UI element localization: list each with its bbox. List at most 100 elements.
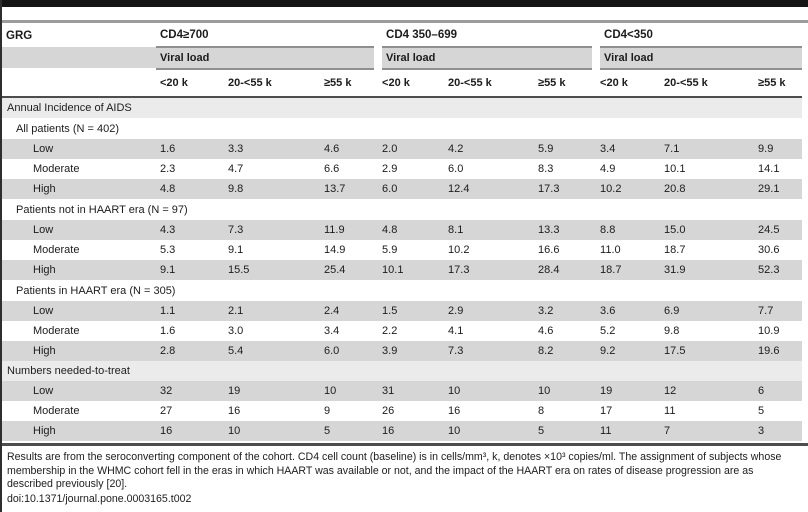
table-cell: 10 [320, 381, 379, 401]
table-row: Low 1.6 3.3 4.6 2.0 4.2 5.9 3.4 7.1 9.9 [2, 139, 803, 159]
viral-load-header-3: Viral load [592, 47, 803, 70]
table-cell: 16 [378, 421, 445, 441]
table-cell: 32 [156, 381, 224, 401]
table-cell: 6.0 [444, 159, 535, 179]
table-row: Moderate 2.3 4.7 6.6 2.9 6.0 8.3 4.9 10.1 14.1 [2, 159, 803, 179]
column-header: ≥55 k [320, 69, 379, 98]
table-cell: 3.2 [534, 301, 597, 321]
table-cell: 1.5 [378, 301, 445, 321]
table-cell: 6.6 [320, 159, 379, 179]
table-cell: 7.1 [660, 139, 755, 159]
table-cell: 17.3 [444, 260, 535, 280]
table-row: High 4.8 9.8 13.7 6.0 12.4 17.3 10.2 20.8 29.1 [2, 179, 803, 199]
table-cell: 4.7 [224, 159, 320, 179]
row-label: High [2, 421, 156, 441]
table-cell: 27 [156, 401, 224, 421]
table-cell: 31.9 [660, 260, 755, 280]
subsection-header-row: All patients (N = 402) [2, 118, 803, 139]
top-spacer [2, 7, 808, 20]
table-cell: 11 [596, 421, 661, 441]
table-cell: 10 [224, 421, 320, 441]
table-cell: 3.6 [596, 301, 661, 321]
viral-load-header-2: Viral load [374, 47, 597, 70]
row-label: High [2, 260, 156, 280]
table-cell: 3.4 [320, 321, 379, 341]
table-bottom-rule [2, 443, 808, 446]
row-label: Low [2, 139, 156, 159]
table-cell: 8.3 [534, 159, 597, 179]
subsection-title: All patients (N = 402) [2, 118, 803, 139]
table-cell: 20.8 [660, 179, 755, 199]
results-table: GRG CD4≥700 CD4 350–699 CD4<350 Viral lo… [2, 23, 803, 441]
table-cell: 9 [320, 401, 379, 421]
table-cell: 10 [444, 421, 535, 441]
table-cell: 7.3 [224, 220, 320, 240]
table-cell: 12.4 [444, 179, 535, 199]
table-cell: 2.1 [224, 301, 320, 321]
table-cell: 4.6 [534, 321, 597, 341]
table-cell: 30.6 [754, 240, 803, 260]
table-cell: 52.3 [754, 260, 803, 280]
column-header: 20-<55 k [444, 69, 535, 98]
table-footnote: Results are from the seroconverting comp… [2, 446, 808, 506]
table-cell: 6.9 [660, 301, 755, 321]
table-cell: 4.9 [596, 159, 661, 179]
subsection-header-row: Patients in HAART era (N = 305) [2, 280, 803, 301]
header-top-rule [2, 20, 808, 23]
row-label: Low [2, 301, 156, 321]
table-cell: 24.5 [754, 220, 803, 240]
section-title: Numbers needed-to-treat [2, 361, 803, 381]
table-cell: 4.1 [444, 321, 535, 341]
table-cell: 3 [754, 421, 803, 441]
group-header-cd4-350-699: CD4 350–699 [374, 23, 597, 48]
table-cell: 4.3 [156, 220, 224, 240]
table-top-rule [2, 0, 808, 7]
column-header: 20-<55 k [224, 69, 320, 98]
table-cell: 5 [320, 421, 379, 441]
table-cell: 9.8 [660, 321, 755, 341]
column-header: <20 k [378, 69, 445, 98]
table-cell: 4.8 [378, 220, 445, 240]
table-row: High 16 10 5 16 10 5 11 7 3 [2, 421, 803, 441]
table-cell: 16.6 [534, 240, 597, 260]
table-cell: 5 [754, 401, 803, 421]
table-cell: 10 [534, 381, 597, 401]
table-cell: 16 [224, 401, 320, 421]
table-cell: 15.0 [660, 220, 755, 240]
footnote-text: Results are from the seroconverting comp… [7, 451, 782, 491]
table-cell: 9.1 [224, 240, 320, 260]
viral-load-header-1: Viral load [156, 47, 379, 70]
table-cell: 10.2 [444, 240, 535, 260]
table-cell: 13.7 [320, 179, 379, 199]
table-cell: 5.2 [596, 321, 661, 341]
column-header: <20 k [596, 69, 661, 98]
table-left-border [0, 0, 2, 512]
column-header: <20 k [156, 69, 224, 98]
column-header: ≥55 k [534, 69, 597, 98]
table-cell: 8.8 [596, 220, 661, 240]
table-row: High 9.1 15.5 25.4 10.1 17.3 28.4 18.7 31.9 52.3 [2, 260, 803, 280]
row-label: Low [2, 381, 156, 401]
row-label: Moderate [2, 401, 156, 421]
table-cell: 19.6 [754, 341, 803, 361]
table-cell: 2.0 [378, 139, 445, 159]
table-cell: 28.4 [534, 260, 597, 280]
section-header-row: Numbers needed-to-treat [2, 361, 803, 381]
group-header-cd4-700: CD4≥700 [156, 23, 379, 48]
table-cell: 7.3 [444, 341, 535, 361]
table-cell: 16 [444, 401, 535, 421]
group-header-cd4-lt-350: CD4<350 [592, 23, 803, 48]
table-cell: 7.7 [754, 301, 803, 321]
table-cell: 10.2 [596, 179, 661, 199]
table-cell: 4.6 [320, 139, 379, 159]
subsection-title: Patients not in HAART era (N = 97) [2, 199, 803, 220]
table-cell: 10.1 [378, 260, 445, 280]
table-row: Moderate 1.6 3.0 3.4 2.2 4.1 4.6 5.2 9.8 10.9 [2, 321, 803, 341]
subsection-title: Patients in HAART era (N = 305) [2, 280, 803, 301]
table-cell: 9.2 [596, 341, 661, 361]
table-cell: 9.1 [156, 260, 224, 280]
table-row: Moderate 27 16 9 26 16 8 17 11 5 [2, 401, 803, 421]
table-row: Low 1.1 2.1 2.4 1.5 2.9 3.2 3.6 6.9 7.7 [2, 301, 803, 321]
table-cell: 6.0 [378, 179, 445, 199]
table-cell: 13.3 [534, 220, 597, 240]
